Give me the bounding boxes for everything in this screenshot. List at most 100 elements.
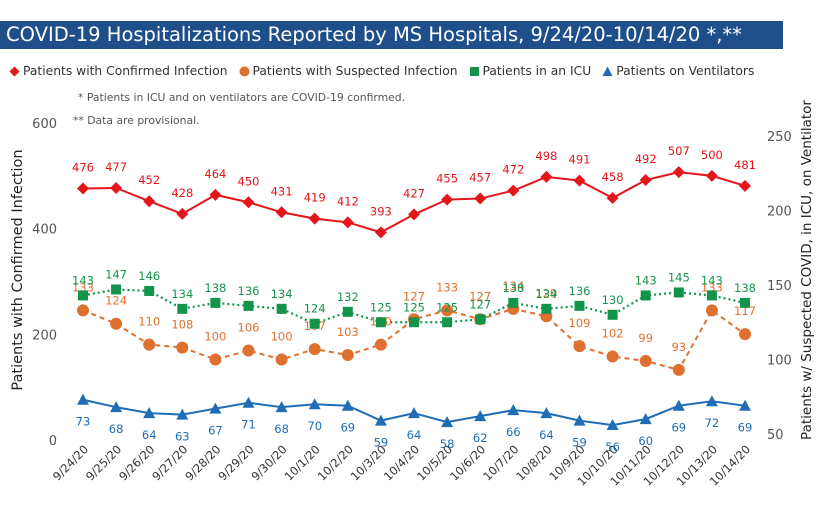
data-point-ventilators (242, 396, 255, 408)
data-label-confirmed: 455 (436, 172, 458, 186)
data-label-ventilators: 68 (274, 422, 289, 436)
legend-item-ventilators[interactable]: Patients on Ventilators (602, 64, 754, 78)
data-label-suspected: 106 (238, 321, 260, 335)
data-label-icu: 132 (337, 290, 359, 304)
triangle-icon (602, 66, 613, 76)
data-point-ventilators (639, 413, 652, 425)
data-point-suspected (739, 328, 751, 341)
data-point-icu (409, 317, 419, 328)
y-right-tick-label: 150 (767, 279, 792, 294)
data-label-confirmed: 450 (238, 174, 260, 188)
data-label-icu: 138 (734, 281, 756, 295)
data-label-confirmed: 393 (370, 204, 392, 218)
data-point-suspected (441, 304, 454, 317)
data-point-confirmed (573, 174, 586, 187)
data-label-ventilators: 64 (407, 428, 422, 442)
data-label-suspected: 109 (569, 316, 591, 330)
data-point-icu (111, 284, 122, 295)
data-point-icu (177, 303, 188, 314)
data-point-icu (78, 290, 88, 301)
data-label-icu: 138 (502, 281, 524, 295)
data-label-suspected: 93 (671, 340, 686, 354)
data-label-confirmed: 477 (105, 160, 127, 174)
data-label-icu: 134 (171, 287, 193, 301)
data-point-ventilators (672, 399, 685, 411)
data-point-confirmed (705, 169, 718, 182)
data-point-confirmed (110, 181, 123, 194)
data-label-icu: 134 (535, 287, 557, 301)
x-tick-label: 10/8/20 (513, 442, 554, 483)
data-point-confirmed (77, 182, 89, 195)
data-point-ventilators (209, 402, 222, 414)
data-label-ventilators: 71 (241, 418, 256, 432)
data-label-icu: 146 (138, 269, 160, 283)
data-point-icu (574, 300, 585, 311)
data-label-suspected: 102 (602, 327, 624, 341)
y-right-tick-label: 200 (767, 205, 792, 220)
data-point-icu (640, 290, 651, 301)
data-label-icu: 125 (436, 300, 458, 314)
note-provisional: ** Data are provisional. (73, 114, 200, 127)
data-point-suspected (672, 363, 685, 376)
data-point-confirmed (507, 184, 520, 197)
data-label-icu: 143 (635, 273, 657, 287)
data-label-confirmed: 500 (701, 148, 723, 162)
data-point-confirmed (275, 206, 288, 219)
legend-item-suspected[interactable]: Patients with Suspected Infection (239, 64, 458, 78)
data-label-icu: 136 (569, 284, 591, 298)
data-point-icu (607, 309, 618, 320)
data-point-suspected (242, 344, 255, 357)
y-left-tick-label: 0 (49, 434, 57, 449)
data-label-ventilators: 60 (638, 434, 653, 448)
diamond-icon (9, 66, 20, 76)
legend: Patients with Confirmed Infection Patien… (9, 64, 754, 78)
data-label-ventilators: 56 (605, 440, 620, 454)
data-point-confirmed (308, 212, 321, 225)
data-label-suspected: 133 (701, 280, 723, 294)
data-label-confirmed: 427 (403, 186, 425, 200)
legend-label-suspected: Patients with Suspected Infection (252, 64, 458, 78)
y-left-axis-title: Patients with Confirmed Infection (10, 149, 26, 390)
data-point-ventilators (408, 407, 420, 419)
data-label-suspected: 129 (535, 286, 557, 300)
y-right-tick-label: 50 (767, 428, 784, 443)
data-point-confirmed (143, 195, 156, 208)
data-label-confirmed: 498 (535, 149, 557, 163)
data-label-icu: 145 (668, 270, 690, 284)
data-label-ventilators: 59 (374, 436, 389, 450)
data-point-icu (243, 300, 254, 311)
data-label-suspected: 100 (204, 330, 226, 344)
data-point-confirmed (176, 207, 189, 220)
legend-label-icu: Patients in an ICU (482, 64, 592, 78)
legend-item-icu[interactable]: Patients in an ICU (469, 64, 592, 78)
data-point-ventilators (374, 414, 387, 426)
data-point-confirmed (242, 196, 255, 209)
data-point-ventilators (341, 399, 354, 411)
data-label-ventilators: 64 (142, 428, 157, 442)
data-point-ventilators (739, 399, 751, 411)
data-label-confirmed: 458 (602, 170, 624, 184)
data-point-ventilators (705, 395, 718, 407)
data-label-icu: 147 (105, 267, 127, 281)
data-point-ventilators (507, 404, 520, 416)
data-label-icu: 125 (370, 300, 392, 314)
data-point-icu (276, 303, 287, 314)
data-point-icu (673, 287, 684, 298)
legend-item-confirmed[interactable]: Patients with Confirmed Infection (9, 64, 228, 78)
data-label-suspected: 133 (436, 280, 458, 294)
data-label-suspected: 133 (72, 280, 94, 294)
data-label-ventilators: 59 (572, 436, 587, 450)
chart-title: COVID-19 Hospitalizations Reported by MS… (0, 21, 783, 49)
data-label-ventilators: 69 (738, 421, 753, 435)
x-tick-label: 9/25/20 (83, 442, 124, 483)
x-tick-label: 9/29/20 (215, 442, 256, 483)
data-point-icu (375, 317, 386, 328)
data-label-ventilators: 72 (705, 416, 720, 430)
data-label-icu: 124 (304, 302, 326, 316)
data-point-ventilators (573, 414, 586, 426)
data-label-ventilators: 68 (109, 422, 124, 436)
data-label-confirmed: 492 (635, 152, 657, 166)
data-point-ventilators (275, 401, 288, 413)
data-label-confirmed: 507 (668, 144, 690, 158)
